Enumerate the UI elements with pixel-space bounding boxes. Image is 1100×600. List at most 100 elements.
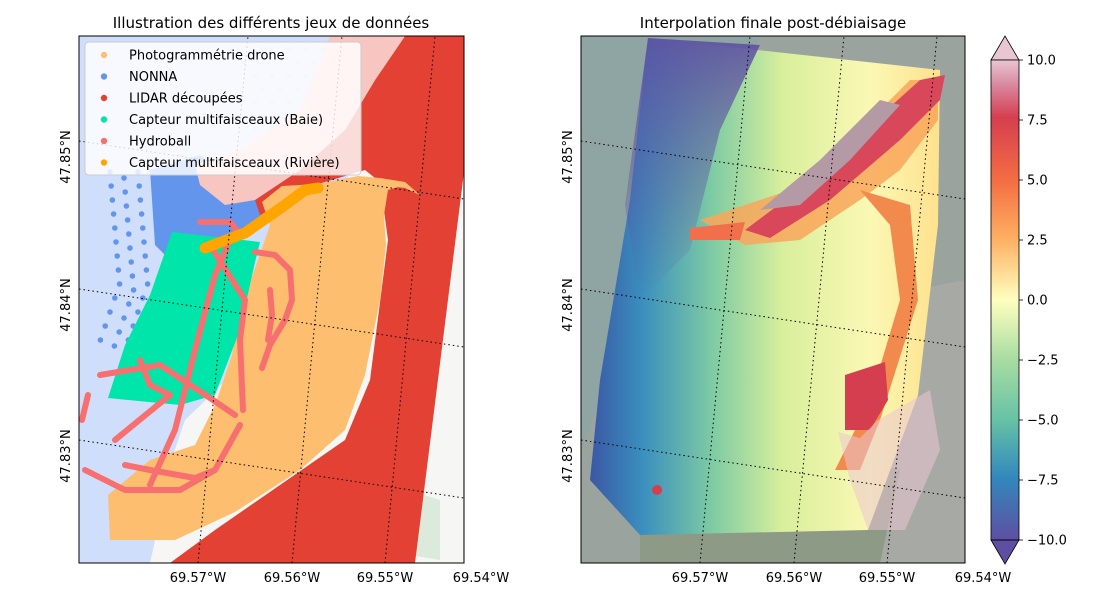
legend-label: Photogrammétrie drone: [129, 49, 285, 64]
meridian-line: [793, 36, 845, 563]
left-title: Illustration des différents jeux de donn…: [113, 14, 430, 32]
parallel-line: [79, 288, 464, 348]
nonna-point: [129, 273, 136, 279]
deep-channel-zone: [625, 38, 760, 300]
legend-label: Capteur multifaisceaux (Baie): [129, 113, 323, 128]
nonna-point: [121, 315, 127, 321]
y-tick-label: 47.84°N: [561, 278, 576, 331]
nonna-point: [138, 211, 145, 217]
x-tick-label: 69.55°W: [859, 571, 916, 586]
nonna-point: [142, 253, 148, 259]
y-tick-label: 47.83°N: [59, 429, 74, 482]
legend-marker: [100, 73, 108, 80]
nonna-point: [140, 295, 146, 301]
nonna-point: [112, 225, 118, 231]
legend-marker: [100, 94, 108, 102]
nonna-point: [127, 245, 133, 251]
parallel-line: [581, 140, 965, 200]
nonna-point: [140, 225, 146, 231]
nonna-point: [113, 239, 119, 245]
nonna-point: [126, 231, 132, 237]
left-y-ticks: 47.83°N 47.84°N 47.85°N: [59, 130, 74, 482]
nonna-point: [126, 301, 132, 307]
nonna-point: [111, 343, 118, 349]
x-tick-label: 69.57°W: [672, 571, 729, 586]
shore-slope-zone: [835, 190, 918, 470]
nonna-point: [108, 183, 114, 189]
colorbar-tick-label: 7.5: [1027, 114, 1048, 129]
nonna-point: [136, 183, 142, 189]
nonna-point: [102, 323, 108, 329]
colorbar-extend-max: [990, 35, 1020, 61]
x-tick-label: 69.56°W: [264, 571, 321, 586]
legend-marker: [100, 137, 108, 145]
mound-feature: [652, 485, 662, 495]
legend: Photogrammétrie drone NONNA LIDAR découpée…: [84, 41, 362, 176]
photogrammetry-spit: [380, 178, 420, 195]
colorbar-tick-label: −10.0: [1027, 534, 1067, 549]
legend-label: Hydroball: [129, 135, 191, 150]
nonna-point: [116, 329, 122, 335]
x-tick-label: 69.54°W: [453, 571, 510, 586]
multibeam-bay-coverage: [108, 232, 260, 405]
colorbar-ticks: 10.0 7.5 5.0 2.5 0.0 −2.5 −5.0 −7.5 −10.0: [1019, 54, 1067, 549]
nonna-point: [109, 197, 116, 203]
nonna-point: [114, 253, 120, 259]
legend-box: [84, 41, 362, 176]
colorbar-extend-min: [990, 539, 1020, 565]
nonna-point: [97, 337, 104, 343]
basin-zone: [845, 362, 888, 430]
parallel-line: [581, 439, 965, 499]
meridian-line: [384, 36, 436, 563]
legend-label: NONNA: [129, 70, 177, 85]
right-title: Interpolation finale post-débiaisage: [640, 14, 906, 32]
y-tick-label: 47.85°N: [561, 130, 576, 183]
multibeam-river-track: [199, 182, 324, 254]
nonna-point: [116, 281, 123, 287]
colorbar-tick-label: −5.0: [1027, 414, 1059, 429]
nonna-point: [110, 211, 117, 217]
left-frame: [78, 35, 465, 564]
right-gridlines: [581, 36, 965, 563]
right-panel: Interpolation finale post-débiaisage 69.…: [561, 14, 1012, 586]
legend-marker: [100, 116, 108, 123]
nonna-point: [124, 217, 131, 223]
right-x-ticks: 69.57°W 69.56°W 69.55°W 69.54°W: [672, 571, 1012, 586]
right-map-area: [581, 36, 965, 563]
meridian-line: [699, 36, 751, 563]
x-tick-label: 69.54°W: [955, 571, 1012, 586]
nonna-point: [122, 189, 128, 195]
x-tick-label: 69.57°W: [170, 571, 227, 586]
lidar-coverage: [170, 36, 464, 563]
colorbar-tick-label: −2.5: [1027, 354, 1059, 369]
nonna-point: [112, 295, 118, 301]
nonna-point: [137, 197, 144, 203]
colorbar-tick-label: 2.5: [1027, 234, 1048, 249]
left-panel: Illustration des différents jeux de donn…: [59, 14, 510, 586]
road-basemap: [463, 248, 464, 560]
nonna-point: [144, 281, 151, 287]
colorbar-tick-label: 0.0: [1027, 294, 1048, 309]
colorbar: 10.0 7.5 5.0 2.5 0.0 −2.5 −5.0 −7.5 −10.0: [990, 35, 1067, 565]
parallel-line: [581, 288, 965, 348]
nonna-point: [141, 239, 147, 245]
legend-marker: [100, 159, 108, 166]
legend-label: Capteur multifaisceaux (Rivière): [129, 156, 340, 171]
nonna-point: [143, 267, 150, 273]
nonna-point: [128, 259, 134, 265]
meridian-line: [886, 36, 938, 563]
ridge-top-zone: [760, 100, 900, 210]
right-frame: [580, 35, 966, 564]
colorbar-gradient: [991, 60, 1019, 540]
legend-marker: [100, 51, 108, 59]
nonna-point: [121, 175, 127, 181]
x-tick-label: 69.56°W: [766, 571, 823, 586]
nonna-point: [115, 267, 122, 273]
colorbar-tick-label: −7.5: [1027, 474, 1059, 489]
colorbar-tick-label: 5.0: [1027, 174, 1048, 189]
y-tick-label: 47.84°N: [59, 278, 74, 331]
right-y-ticks: 47.83°N 47.84°N 47.85°N: [561, 130, 576, 482]
colorbar-tick-label: 10.0: [1027, 54, 1056, 69]
left-x-ticks: 69.57°W 69.56°W 69.55°W 69.54°W: [170, 571, 510, 586]
